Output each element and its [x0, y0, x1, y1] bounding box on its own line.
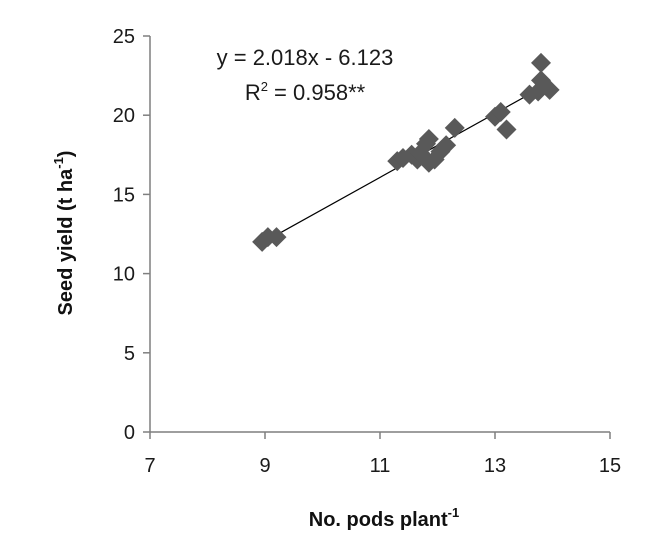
r-squared-label: R2 = 0.958** [245, 79, 366, 105]
y-tick-label: 10 [113, 264, 135, 286]
x-tick-label: 9 [259, 455, 270, 477]
axes [143, 35, 611, 439]
y-axis-title-end: ) [55, 151, 77, 158]
data-point [490, 102, 511, 123]
x-axis-title: No. pods plant-1 [309, 505, 459, 531]
x-axis-title-text: No. pods plant [309, 509, 448, 531]
tick-labels: 7 9 11 13 15 0 5 10 15 20 25 [113, 26, 621, 477]
x-axis-title-sup: -1 [448, 505, 460, 520]
y-tick-label: 25 [113, 26, 135, 48]
y-axis-title: Seed yield (t ha-1) [51, 151, 77, 316]
y-tick-label: 15 [113, 184, 135, 206]
data-point [418, 128, 439, 149]
data-point [266, 227, 287, 248]
y-tick-label: 5 [124, 343, 135, 365]
r-squared-value: = 0.958** [268, 80, 366, 105]
data-point [444, 117, 465, 138]
y-axis-title-sup: -1 [51, 157, 66, 169]
x-tick-label: 15 [599, 455, 621, 477]
data-point [436, 135, 457, 156]
data-point [539, 79, 560, 100]
r-squared-sup: 2 [261, 79, 268, 94]
data-points [252, 52, 560, 252]
x-tick-label: 13 [484, 455, 506, 477]
trendline-equation: y = 2.018x - 6.123 [217, 45, 394, 70]
data-point [531, 52, 551, 73]
y-tick-label: 20 [113, 105, 135, 127]
x-tick-label: 11 [370, 455, 391, 477]
x-tick-label: 7 [144, 455, 155, 477]
y-axis-title-text: Seed yield (t ha [55, 168, 77, 316]
y-tick-label: 0 [124, 422, 135, 444]
data-point [496, 119, 517, 140]
r-squared-prefix: R [245, 80, 261, 105]
